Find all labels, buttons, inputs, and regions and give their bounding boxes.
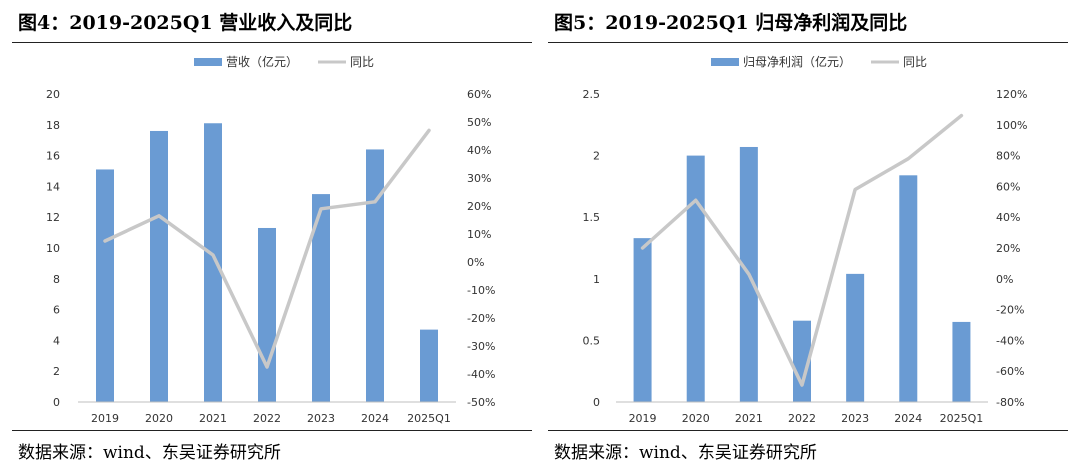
right-axis-tick: 30% [467, 172, 491, 185]
left-axis-tick: 16 [46, 150, 60, 163]
bar [686, 155, 705, 402]
title-rule [548, 42, 1068, 43]
left-axis-tick: 1.5 [583, 211, 601, 224]
x-axis-tick: 2019 [629, 412, 657, 425]
right-axis-tick: 80% [996, 150, 1020, 163]
bar [366, 149, 384, 402]
yoy-line [640, 113, 964, 387]
data-source: 数据来源：wind、东吴证券研究所 [18, 443, 281, 463]
source-rule [548, 430, 1068, 431]
left-axis-tick: 1 [593, 273, 600, 286]
right-axis-tick: -50% [467, 396, 495, 409]
right-axis-tick: 40% [996, 211, 1020, 224]
right-axis-tick: 40% [467, 144, 491, 157]
left-axis-tick: 10 [46, 242, 60, 255]
left-axis-tick: 2 [593, 150, 600, 163]
data-source: 数据来源：wind、东吴证券研究所 [554, 443, 817, 463]
right-axis-tick: 100% [996, 119, 1027, 132]
bar [96, 169, 114, 402]
right-axis-tick: 50% [467, 116, 491, 129]
right-axis-tick: -40% [467, 368, 495, 381]
figure-4-panel: 图4：2019-2025Q1 营业收入及同比 营收（亿元） 同比 0 2 4 6 8 10 12… [12, 0, 532, 471]
bar [150, 130, 168, 402]
bar [312, 194, 330, 402]
x-axis-tick: 2019 [91, 412, 119, 425]
bar [204, 123, 222, 402]
legend-label-bars: 营收（亿元） [226, 54, 298, 69]
left-axis-tick: 2.5 [583, 88, 601, 101]
x-axis-tick: 2025Q1 [940, 412, 984, 425]
right-axis-tick: 20% [467, 200, 491, 213]
right-axis-tick: 0% [996, 273, 1013, 286]
bar [633, 238, 652, 402]
figure-title: 图5：2019-2025Q1 归母净利润及同比 [554, 12, 908, 34]
title-rule [12, 42, 532, 43]
yoy-line [103, 128, 431, 369]
right-axis-tick: -10% [467, 284, 495, 297]
right-axis-tick: -20% [467, 312, 495, 325]
left-axis-tick: 4 [53, 334, 60, 347]
right-axis-tick: 120% [996, 88, 1027, 101]
legend-label-line: 同比 [903, 55, 927, 69]
left-axis-tick: 18 [46, 119, 60, 132]
legend-swatch-bars [711, 58, 739, 66]
net-profit-chart: 归母净利润（亿元） 同比 0 0.5 1 1.5 2 2.5 -80% -60% -40% -20% 0… [583, 54, 1028, 425]
x-axis-tick: 2024 [361, 412, 389, 425]
bar [420, 329, 438, 402]
x-axis-tick: 2021 [735, 412, 763, 425]
right-axis-tick: -30% [467, 340, 495, 353]
x-axis-tick: 2020 [682, 412, 710, 425]
legend-swatch-bars [194, 58, 222, 66]
right-axis-tick: 0% [467, 256, 484, 269]
right-axis-tick: 60% [467, 88, 491, 101]
bar [846, 273, 865, 402]
x-axis-tick: 2020 [145, 412, 173, 425]
source-rule [12, 430, 532, 431]
right-axis-tick: 20% [996, 242, 1020, 255]
x-axis-tick: 2023 [841, 412, 869, 425]
left-axis-tick: 2 [53, 365, 60, 378]
x-axis-tick: 2022 [788, 412, 816, 425]
bar [793, 320, 811, 402]
bar [258, 227, 276, 402]
x-axis-tick: 2023 [307, 412, 335, 425]
right-axis-tick: -60% [996, 365, 1024, 378]
left-axis-tick: 14 [46, 180, 60, 193]
bar [899, 175, 918, 402]
x-axis-tick: 2024 [894, 412, 922, 425]
left-axis-tick: 8 [53, 273, 60, 286]
right-axis-tick: 60% [996, 180, 1020, 193]
left-axis-tick: 12 [46, 211, 60, 224]
bar [952, 321, 971, 402]
left-axis-tick: 6 [53, 304, 60, 317]
x-axis-tick: 2025Q1 [407, 412, 451, 425]
left-axis-tick: 0 [593, 396, 600, 409]
left-axis-tick: 20 [46, 88, 60, 101]
left-axis-tick: 0 [53, 396, 60, 409]
right-axis-tick: -80% [996, 396, 1024, 409]
legend-label-bars: 归母净利润（亿元） [743, 54, 851, 69]
figure-5-panel: 图5：2019-2025Q1 归母净利润及同比 归母净利润（亿元） 同比 0 0.5 1… [548, 0, 1068, 471]
x-axis-tick: 2021 [199, 412, 227, 425]
left-axis-tick: 0.5 [583, 334, 601, 347]
right-axis-tick: -20% [996, 304, 1024, 317]
revenue-chart: 营收（亿元） 同比 0 2 4 6 8 10 12 14 16 18 20 -50% -40% -30% -20… [46, 54, 495, 425]
legend-label-line: 同比 [350, 55, 374, 69]
x-axis-tick: 2022 [253, 412, 281, 425]
right-axis-tick: -40% [996, 334, 1024, 347]
figure-title: 图4：2019-2025Q1 营业收入及同比 [18, 12, 353, 34]
right-axis-tick: 10% [467, 228, 491, 241]
